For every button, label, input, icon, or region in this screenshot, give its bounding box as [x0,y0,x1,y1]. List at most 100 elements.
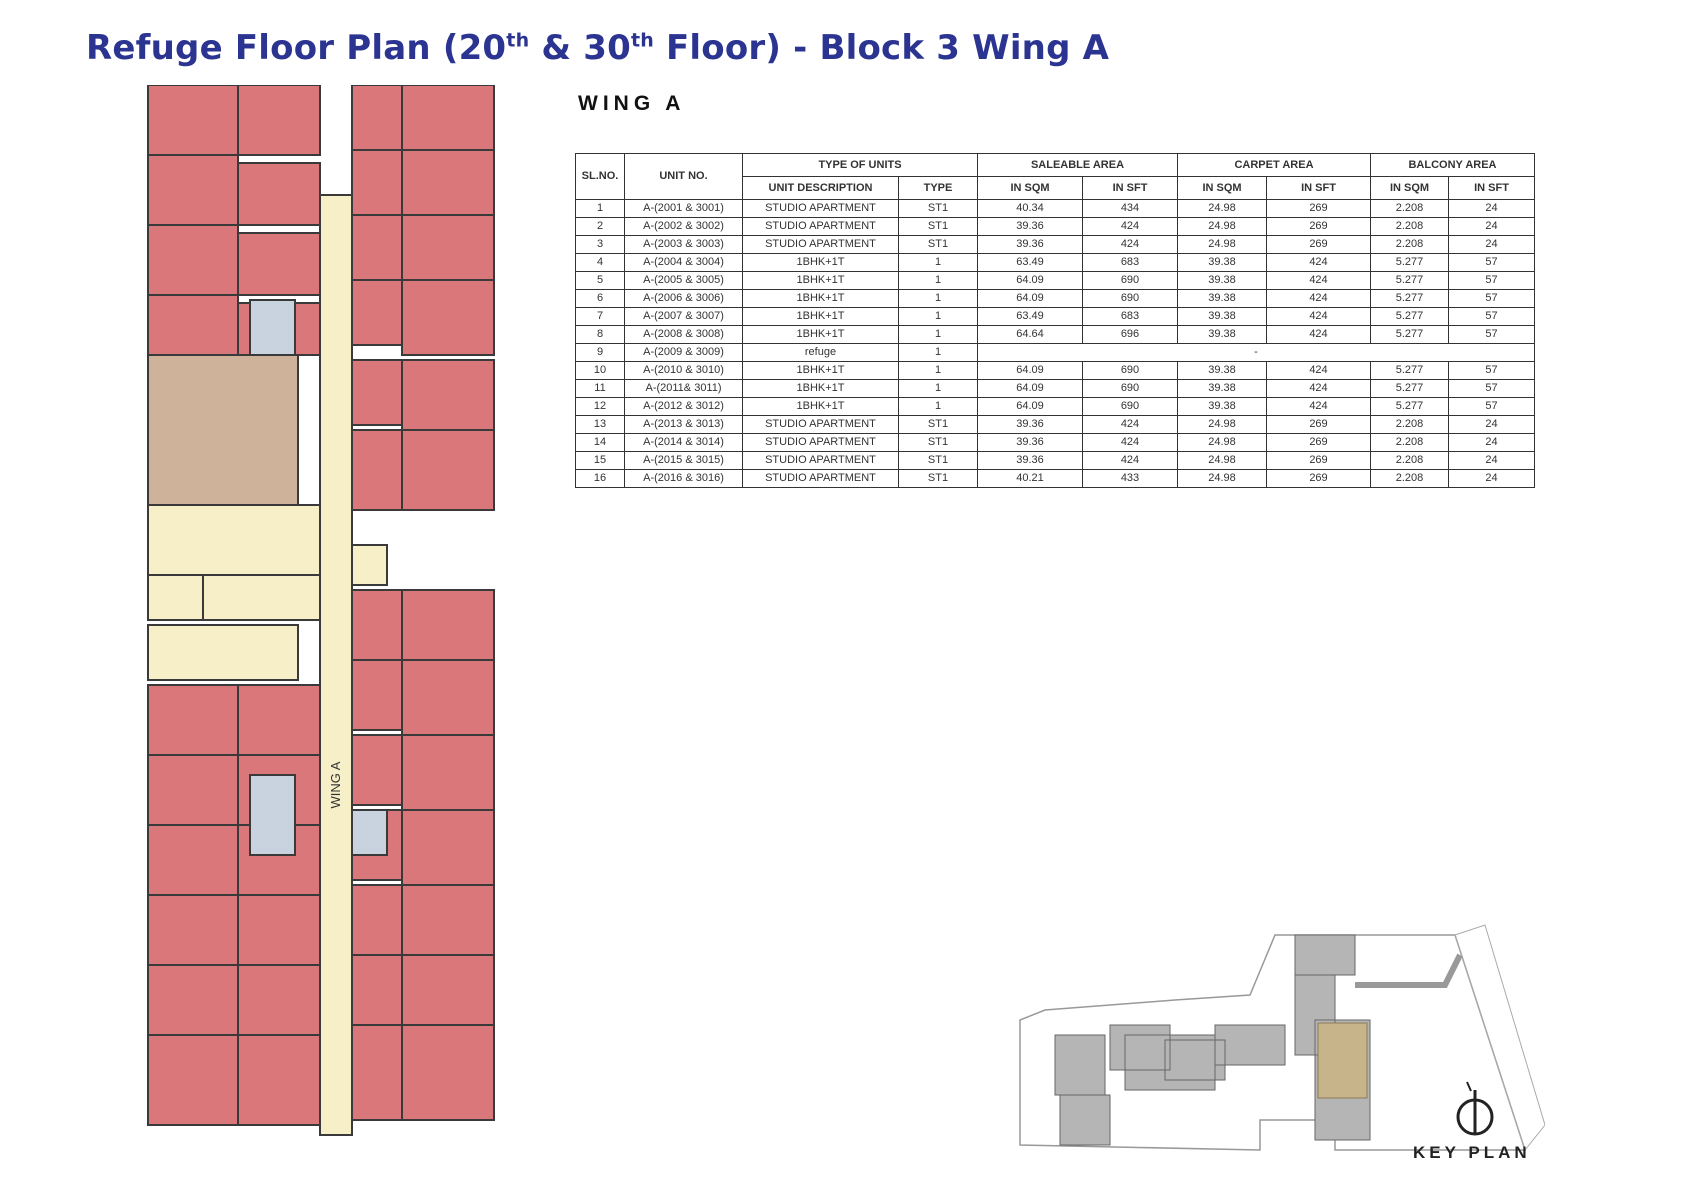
table-cell: 63.49 [977,307,1083,326]
unit-room [237,964,321,1036]
table-cell: - [977,343,1535,362]
table-cell: 57 [1448,361,1535,380]
table-cell: STUDIO APARTMENT [742,451,899,470]
header-carpet-sft: IN SFT [1266,176,1371,200]
table-cell: 64.09 [977,289,1083,308]
table-cell: 15 [575,451,625,470]
corridor-label: WING A [328,761,343,808]
table-cell: 64.64 [977,325,1083,344]
table-cell: A-(2011& 3011) [624,379,743,398]
table-cell: 9 [575,343,625,362]
table-cell: 8 [575,325,625,344]
table-cell: 433 [1082,469,1178,488]
table-cell: 57 [1448,307,1535,326]
table-cell: 39.36 [977,235,1083,254]
table-cell: 269 [1266,451,1371,470]
table-cell: 2.208 [1370,415,1449,434]
table-cell: 57 [1448,289,1535,308]
table-cell: 12 [575,397,625,416]
unit-room [237,1034,321,1126]
unit-room [401,429,495,511]
table-cell: 64.09 [977,397,1083,416]
table-cell: 24 [1448,217,1535,236]
header-saleable-area: SALEABLE AREA [977,153,1178,177]
unit-room [351,279,403,346]
lobby [147,504,321,576]
table-cell: 24 [1448,469,1535,488]
table-cell: 57 [1448,253,1535,272]
table-row: 14 A-(2014 & 3014) STUDIO APARTMENT ST1 39.3… [575,433,1535,452]
table-cell: STUDIO APARTMENT [742,433,899,452]
table-cell: 1BHK+1T [742,325,899,344]
table-cell: 1BHK+1T [742,271,899,290]
table-cell: 1 [898,379,978,398]
unit-room [237,232,321,296]
table-cell: 24.98 [1177,217,1267,236]
unit-room [351,359,403,426]
table-cell: 39.38 [1177,289,1267,308]
lift-lobby [351,544,388,586]
table-cell: 5.277 [1370,325,1449,344]
table-cell: 24 [1448,451,1535,470]
table-cell: 39.38 [1177,361,1267,380]
table-cell: refuge [742,343,899,362]
table-cell: 1 [575,199,625,218]
table-cell: ST1 [898,451,978,470]
unit-room [147,964,239,1036]
header-carpet-area: CARPET AREA [1177,153,1371,177]
refuge-area [147,354,299,506]
lift-shaft [351,809,388,856]
unit-room [351,429,403,511]
table-cell: 690 [1082,379,1178,398]
table-cell: 269 [1266,217,1371,236]
table-cell: A-(2014 & 3014) [624,433,743,452]
unit-room [351,1024,403,1121]
unit-room [351,734,403,806]
key-plan-map [1019,924,1545,1152]
table-cell: 1 [898,289,978,308]
header-sl-no: SL.NO. [575,153,625,200]
table-cell: 2.208 [1370,433,1449,452]
table-row: 6 A-(2006 & 3006) 1BHK+1T 1 64.09 690 39.38 424… [575,289,1535,308]
road [1454,924,1545,1152]
table-cell: A-(2007 & 3007) [624,307,743,326]
access-road [1355,953,1463,988]
table-cell: A-(2013 & 3013) [624,415,743,434]
lift-shaft [249,774,296,856]
header-type: TYPE [898,176,978,200]
header-type-of-units: TYPE OF UNITS [742,153,978,177]
table-cell: A-(2009 & 3009) [624,343,743,362]
table-cell: STUDIO APARTMENT [742,235,899,254]
unit-room [147,85,239,156]
table-cell: 7 [575,307,625,326]
table-cell: 1BHK+1T [742,289,899,308]
unit-room [351,884,403,956]
table-row: 15 A-(2015 & 3015) STUDIO APARTMENT ST1 39.3… [575,451,1535,470]
table-cell: 40.34 [977,199,1083,218]
table-cell: 24.98 [1177,451,1267,470]
table-cell: 424 [1082,235,1178,254]
staircase [147,574,204,621]
table-cell: ST1 [898,469,978,488]
table-cell: 1 [898,397,978,416]
table-cell: 1BHK+1T [742,379,899,398]
header-unit-no: UNIT NO. [624,153,743,200]
table-cell: 5.277 [1370,379,1449,398]
table-cell: A-(2002 & 3002) [624,217,743,236]
unit-room [401,149,495,226]
table-cell: 39.38 [1177,397,1267,416]
header-balcony-area: BALCONY AREA [1370,153,1535,177]
table-cell: A-(2006 & 3006) [624,289,743,308]
table-row: 2 A-(2002 & 3002) STUDIO APARTMENT ST1 39.36… [575,217,1535,236]
table-cell: 1BHK+1T [742,253,899,272]
unit-room [237,894,321,966]
table-cell: 424 [1082,415,1178,434]
table-cell: 1BHK+1T [742,397,899,416]
table-cell: ST1 [898,433,978,452]
table-cell: 269 [1266,469,1371,488]
table-cell: STUDIO APARTMENT [742,199,899,218]
table-cell: A-(2008 & 3008) [624,325,743,344]
table-cell: 424 [1082,217,1178,236]
table-cell: 13 [575,415,625,434]
table-cell: 10 [575,361,625,380]
